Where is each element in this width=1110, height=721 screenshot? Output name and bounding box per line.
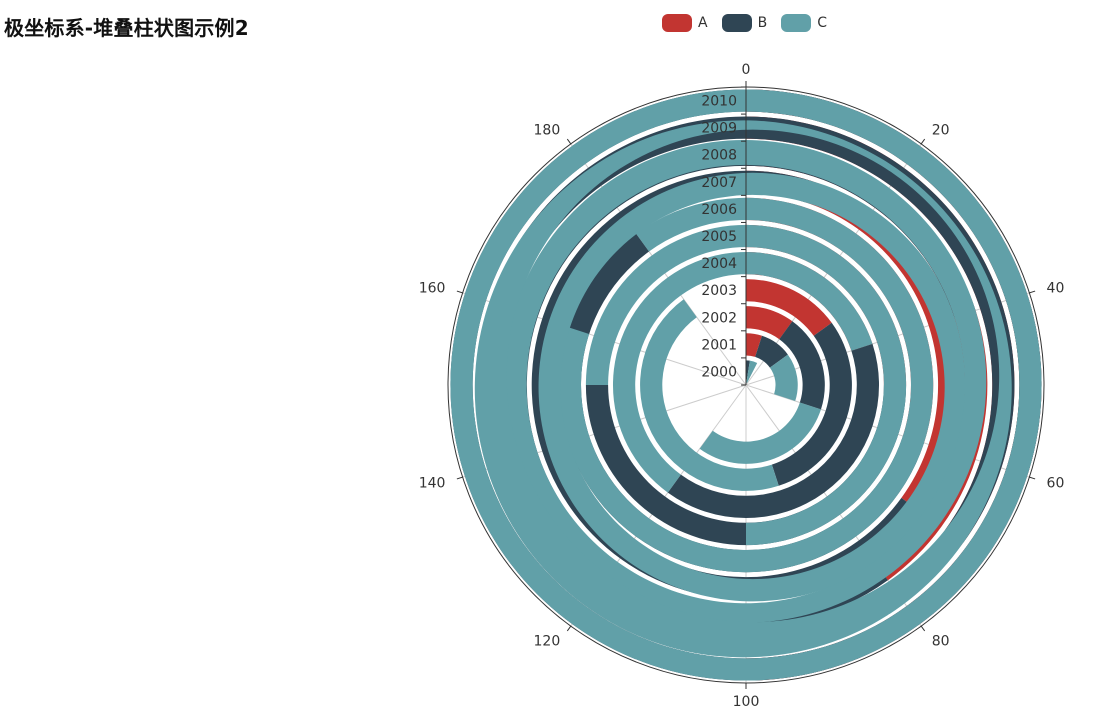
legend-swatch-a — [662, 14, 692, 32]
angle-tick-label: 40 — [1047, 280, 1065, 296]
angle-tick-label: 160 — [419, 280, 446, 296]
radius-category-label: 2008 — [701, 148, 737, 164]
legend-swatch-c — [781, 14, 812, 32]
radius-category-label: 2001 — [701, 337, 737, 353]
polar-bars — [450, 89, 1042, 681]
bar-c-2003[interactable] — [640, 299, 779, 491]
legend-label-c: C — [817, 15, 827, 31]
angle-tick-label: 80 — [932, 634, 950, 650]
angle-tick-label: 0 — [742, 62, 751, 78]
radius-category-label: 2006 — [701, 202, 737, 218]
bar-c-2001[interactable] — [769, 354, 798, 401]
radius-category-label: 2004 — [701, 256, 737, 272]
legend-item-c[interactable]: C — [781, 14, 827, 32]
legend: A B C — [662, 14, 827, 32]
radius-category-label: 2005 — [701, 229, 737, 245]
bar-a-2003[interactable] — [746, 279, 832, 336]
bar-b-2002[interactable] — [779, 321, 825, 410]
angle-tick — [1029, 476, 1036, 480]
angle-tick — [1029, 290, 1036, 294]
angle-tick-label: 140 — [419, 476, 446, 492]
radius-category-label: 2009 — [701, 121, 737, 137]
angle-tick-label: 60 — [1047, 476, 1065, 492]
legend-label-b: B — [757, 15, 768, 31]
chart-title: 极坐标系-堆叠柱状图示例2 — [4, 16, 249, 40]
bar-b-2003[interactable] — [771, 322, 852, 486]
bar-b-2000[interactable] — [746, 360, 750, 383]
radius-category-label: 2010 — [701, 94, 737, 110]
angle-tick — [920, 138, 926, 145]
angle-tick-label: 20 — [932, 122, 950, 138]
angle-tick-label: 100 — [733, 694, 760, 710]
radius-category-label: 2007 — [701, 175, 737, 191]
bar-b-2004[interactable] — [667, 343, 880, 519]
radius-category-label: 2000 — [701, 364, 737, 380]
bar-a-2002[interactable] — [746, 306, 793, 340]
bar-c-2002[interactable] — [699, 402, 821, 464]
angle-tick — [920, 625, 926, 632]
bar-a-2001[interactable] — [746, 333, 762, 357]
angle-tick — [566, 625, 572, 632]
radius-category-label: 2003 — [701, 283, 737, 299]
legend-label-a: A — [698, 15, 708, 31]
angle-tick — [456, 476, 463, 480]
legend-item-b[interactable]: B — [721, 14, 768, 32]
bar-c-2000[interactable] — [746, 360, 758, 383]
angle-tick-label: 120 — [534, 634, 561, 650]
bar-b-2001[interactable] — [755, 335, 788, 368]
angle-tick — [456, 290, 463, 294]
angle-tick-label: 180 — [534, 122, 561, 138]
polar-axes: 0 20 40 60 80 100 120 140 160 180 2000 2001 2002 2003… — [419, 62, 1065, 710]
radius-category-label: 2002 — [701, 310, 737, 326]
angle-tick — [566, 138, 572, 145]
legend-item-a[interactable]: A — [662, 14, 708, 32]
legend-swatch-b — [721, 14, 752, 32]
